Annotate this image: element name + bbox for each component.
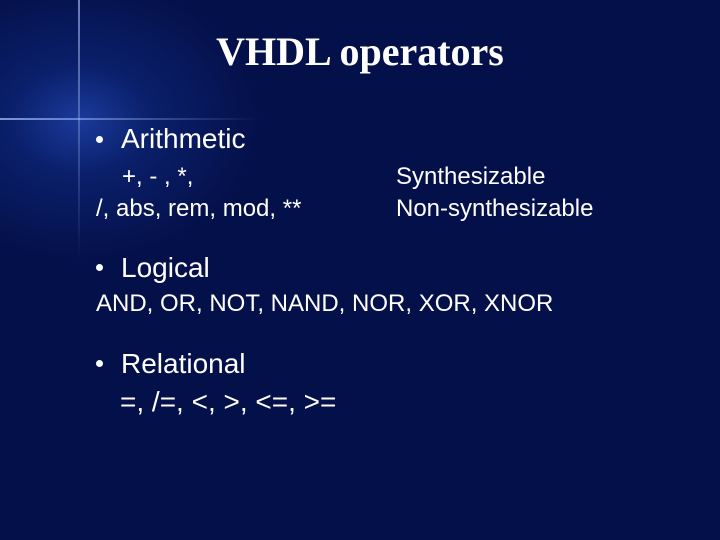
arithmetic-row-nonsynth: /, abs, rem, mod, ** Non-synthesizable — [96, 193, 660, 225]
relational-ops: =, /=, <, >, <=, >= — [96, 386, 660, 418]
arithmetic-ops-nonsynth: /, abs, rem, mod, ** — [96, 193, 396, 225]
bullet-logical: Logical — [96, 252, 660, 284]
arithmetic-ops-synth: +, - , *, — [96, 161, 396, 193]
bullet-dot-icon — [96, 136, 103, 143]
heading-arithmetic: Arithmetic — [121, 123, 245, 155]
bullet-relational: Relational — [96, 348, 660, 380]
bullet-arithmetic: Arithmetic — [96, 123, 660, 155]
heading-logical: Logical — [121, 252, 210, 284]
logical-ops: AND, OR, NOT, NAND, NOR, XOR, XNOR — [96, 290, 660, 318]
slide-container: VHDL operators Arithmetic +, - , *, Synt… — [0, 0, 720, 540]
heading-relational: Relational — [121, 348, 246, 380]
arithmetic-note-nonsynth: Non-synthesizable — [396, 193, 660, 225]
arithmetic-note-synth: Synthesizable — [396, 161, 660, 193]
arithmetic-row-synth: +, - , *, Synthesizable — [96, 161, 660, 193]
bullet-dot-icon — [96, 264, 103, 271]
bullet-dot-icon — [96, 360, 103, 367]
slide-content: Arithmetic +, - , *, Synthesizable /, ab… — [60, 123, 660, 418]
arithmetic-details: +, - , *, Synthesizable /, abs, rem, mod… — [96, 161, 660, 226]
slide-title: VHDL operators — [60, 28, 660, 75]
